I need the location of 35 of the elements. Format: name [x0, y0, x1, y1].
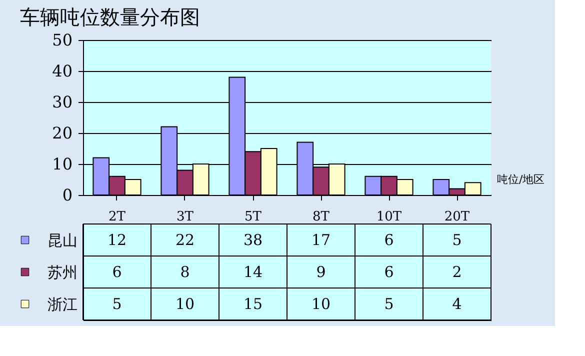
data-label: 2 [452, 263, 462, 281]
x-tick-label: 20T [444, 210, 470, 224]
x-tick-label: 3T [176, 210, 194, 224]
y-tick-label: 40 [52, 62, 72, 80]
chart-title: 车辆吨位数量分布图 [20, 5, 200, 29]
data-label: 6 [384, 231, 394, 249]
data-label: 22 [175, 231, 195, 249]
x-tick-label: 5T [244, 210, 262, 224]
data-label: 6 [384, 263, 394, 281]
y-tick-label: 30 [52, 92, 72, 112]
data-label: 12 [107, 231, 127, 249]
data-label: 38 [243, 231, 263, 249]
data-label: 14 [243, 263, 263, 281]
data-label: 5 [384, 295, 394, 313]
legend-label: 浙江 [48, 296, 78, 314]
data-label: 8 [180, 263, 190, 281]
legend-label: 昆山 [48, 232, 78, 250]
y-tick-label: 10 [52, 154, 72, 174]
data-label: 15 [243, 295, 263, 313]
x-tick-label: 2T [108, 210, 126, 224]
x-axis-title: 吨位/地区 [497, 173, 545, 186]
data-label: 10 [175, 295, 195, 313]
data-label: 4 [452, 295, 462, 313]
data-label: 10 [311, 295, 331, 313]
y-tick-label: 0 [62, 186, 72, 204]
x-tick-label: 8T [312, 210, 330, 224]
data-label: 17 [311, 231, 331, 249]
y-tick-label: 50 [52, 30, 72, 50]
legend-label: 苏州 [48, 264, 78, 282]
y-tick-label: 20 [52, 124, 72, 142]
data-label: 6 [112, 263, 122, 281]
data-label: 9 [316, 263, 326, 281]
data-label: 5 [112, 295, 122, 313]
x-tick-label: 10T [376, 210, 402, 224]
data-label: 5 [452, 231, 462, 249]
